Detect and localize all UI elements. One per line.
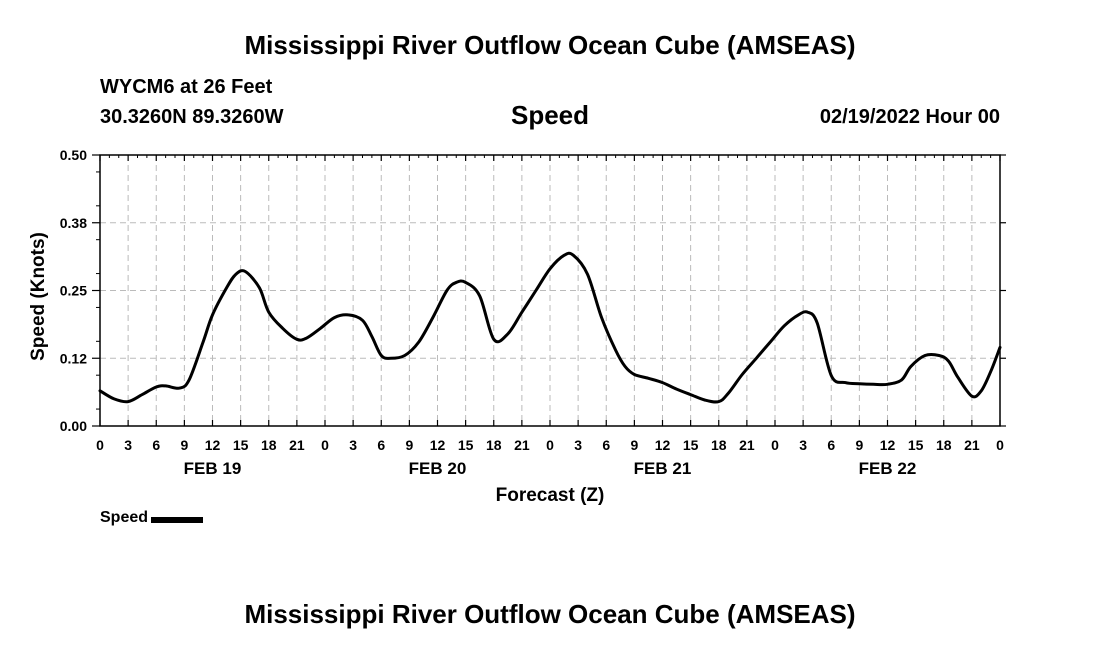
footer-title: Mississippi River Outflow Ocean Cube (AM… xyxy=(244,599,856,629)
x-tick-label: 12 xyxy=(655,437,671,453)
y-tick-label: 0.12 xyxy=(60,350,87,366)
x-tick-label: 0 xyxy=(996,437,1004,453)
x-tick-label: 18 xyxy=(261,437,277,453)
y-tick-label: 0.25 xyxy=(60,283,87,299)
y-axis-label: Speed (Knots) xyxy=(28,232,49,361)
x-tick-label: 6 xyxy=(827,437,835,453)
y-tick-label: 0.38 xyxy=(60,215,87,231)
x-tick-label: 21 xyxy=(514,437,530,453)
x-tick-label: 9 xyxy=(180,437,188,453)
x-tick-label: 21 xyxy=(964,437,980,453)
x-tick-label: 9 xyxy=(855,437,863,453)
page-title: Mississippi River Outflow Ocean Cube (AM… xyxy=(244,30,856,60)
day-label: FEB 19 xyxy=(184,459,242,478)
parameter-title: Speed xyxy=(510,100,590,130)
y-tick-label: 0.00 xyxy=(60,418,87,434)
x-tick-label: 3 xyxy=(124,437,132,453)
x-axis-label: Forecast (Z) xyxy=(496,485,605,506)
station-label: WYCM6 at 26 Feet xyxy=(100,76,273,98)
series-line-speed xyxy=(98,251,1002,404)
x-tick-label: 3 xyxy=(799,437,807,453)
x-tick-label: 0 xyxy=(771,437,779,453)
x-tick-label: 0 xyxy=(96,437,104,453)
x-tick-label: 12 xyxy=(205,437,221,453)
x-tick-label: 6 xyxy=(377,437,385,453)
legend-swatch xyxy=(151,516,204,523)
axis-ticks xyxy=(92,154,1006,427)
day-label: FEB 22 xyxy=(859,459,917,478)
x-tick-label: 18 xyxy=(711,437,727,453)
x-tick-label: 18 xyxy=(936,437,952,453)
x-tick-label: 15 xyxy=(683,437,699,453)
x-tick-label: 12 xyxy=(430,437,446,453)
legend-label: Speed xyxy=(100,509,149,526)
x-tick-label: 0 xyxy=(546,437,554,453)
forecast-datetime: 02/19/2022 Hour 00 xyxy=(819,106,1000,128)
day-label: FEB 21 xyxy=(634,459,692,478)
axis-labels: 0 3 6 9 12 15 18 21 0 3 6 9 12 15 18 21 0 3 6 9 12 15 18 21 0 3 6 9… xyxy=(60,147,1004,478)
x-tick-label: 15 xyxy=(233,437,249,453)
x-tick-label: 3 xyxy=(349,437,357,453)
x-tick-label: 21 xyxy=(739,437,755,453)
y-tick-label: 0.50 xyxy=(60,147,87,163)
x-tick-label: 6 xyxy=(152,437,160,453)
grid xyxy=(100,155,1000,426)
x-tick-label: 15 xyxy=(908,437,924,453)
x-tick-label: 9 xyxy=(630,437,638,453)
coordinates-label: 30.3260N 89.3260W xyxy=(100,106,284,128)
x-tick-label: 0 xyxy=(321,437,329,453)
x-tick-label: 21 xyxy=(289,437,305,453)
day-label: FEB 20 xyxy=(409,459,467,478)
x-tick-label: 18 xyxy=(486,437,502,453)
x-tick-label: 15 xyxy=(458,437,474,453)
x-tick-label: 3 xyxy=(574,437,582,453)
x-tick-label: 6 xyxy=(602,437,610,453)
x-tick-label: 12 xyxy=(880,437,896,453)
legend: Speed xyxy=(100,509,204,527)
x-tick-label: 9 xyxy=(405,437,413,453)
